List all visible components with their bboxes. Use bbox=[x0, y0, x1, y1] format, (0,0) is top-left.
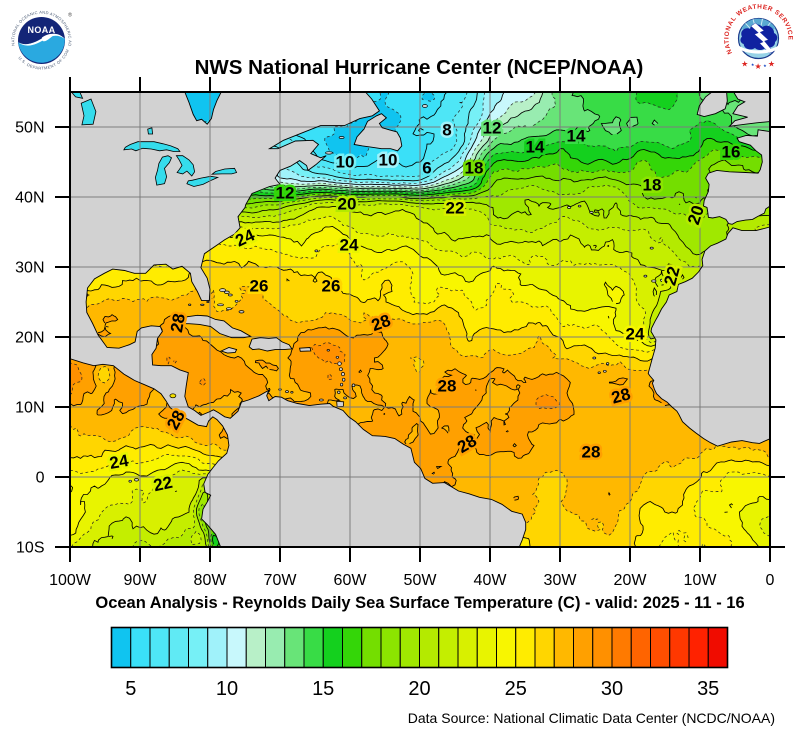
svg-text:NWS National Hurricane Center: NWS National Hurricane Center (NCEP/NOAA… bbox=[195, 56, 644, 79]
svg-text:90W: 90W bbox=[124, 572, 158, 589]
svg-text:10S: 10S bbox=[16, 540, 44, 557]
svg-text:30W: 30W bbox=[544, 572, 578, 589]
svg-text:18: 18 bbox=[643, 176, 662, 195]
svg-text:28: 28 bbox=[438, 377, 457, 396]
svg-text:28: 28 bbox=[582, 443, 601, 462]
svg-text:24: 24 bbox=[340, 236, 359, 255]
svg-text:14: 14 bbox=[567, 127, 586, 146]
svg-text:0: 0 bbox=[36, 470, 45, 487]
svg-text:50W: 50W bbox=[404, 572, 438, 589]
svg-text:22: 22 bbox=[446, 199, 465, 218]
svg-text:40W: 40W bbox=[474, 572, 508, 589]
svg-text:5: 5 bbox=[125, 678, 136, 700]
svg-text:80W: 80W bbox=[194, 572, 228, 589]
svg-text:20W: 20W bbox=[614, 572, 648, 589]
svg-text:18: 18 bbox=[465, 159, 484, 178]
svg-text:26: 26 bbox=[250, 277, 269, 296]
svg-text:10: 10 bbox=[216, 678, 238, 700]
svg-text:★: ★ bbox=[768, 59, 775, 68]
svg-text:35: 35 bbox=[697, 678, 719, 700]
svg-text:60W: 60W bbox=[334, 572, 368, 589]
svg-text:50N: 50N bbox=[15, 120, 44, 137]
svg-text:10: 10 bbox=[379, 151, 398, 170]
svg-text:24: 24 bbox=[626, 325, 645, 344]
svg-text:10N: 10N bbox=[15, 400, 44, 417]
svg-text:20N: 20N bbox=[15, 330, 44, 347]
svg-text:40N: 40N bbox=[15, 190, 44, 207]
svg-text:10W: 10W bbox=[684, 572, 718, 589]
svg-text:20: 20 bbox=[338, 195, 357, 214]
svg-text:20: 20 bbox=[408, 678, 430, 700]
svg-text:16: 16 bbox=[722, 143, 741, 162]
svg-text:28: 28 bbox=[167, 312, 189, 334]
svg-text:26: 26 bbox=[322, 277, 341, 296]
svg-text:★: ★ bbox=[755, 62, 762, 71]
svg-text:NOAA: NOAA bbox=[27, 25, 55, 35]
svg-text:14: 14 bbox=[526, 138, 545, 157]
svg-text:10: 10 bbox=[336, 153, 355, 172]
svg-text:★: ★ bbox=[763, 63, 767, 68]
svg-text:Ocean Analysis - Reynolds Dail: Ocean Analysis - Reynolds Daily Sea Surf… bbox=[95, 594, 744, 612]
svg-text:6: 6 bbox=[422, 159, 431, 178]
svg-text:100W: 100W bbox=[49, 572, 92, 589]
svg-text:30: 30 bbox=[601, 678, 623, 700]
svg-text:★: ★ bbox=[741, 59, 748, 68]
svg-text:8: 8 bbox=[442, 121, 451, 140]
svg-text:25: 25 bbox=[505, 678, 527, 700]
svg-text:12: 12 bbox=[276, 184, 295, 203]
svg-text:15: 15 bbox=[312, 678, 334, 700]
svg-text:70W: 70W bbox=[264, 572, 298, 589]
svg-text:22: 22 bbox=[152, 473, 174, 496]
svg-text:24: 24 bbox=[108, 451, 130, 473]
svg-text:12: 12 bbox=[483, 119, 502, 138]
svg-text:★: ★ bbox=[751, 62, 755, 67]
svg-text:0: 0 bbox=[766, 572, 775, 589]
svg-text:Data Source: National Climatic: Data Source: National Climatic Data Cent… bbox=[408, 710, 775, 726]
svg-text:®: ® bbox=[68, 12, 72, 19]
svg-text:30N: 30N bbox=[15, 260, 44, 277]
